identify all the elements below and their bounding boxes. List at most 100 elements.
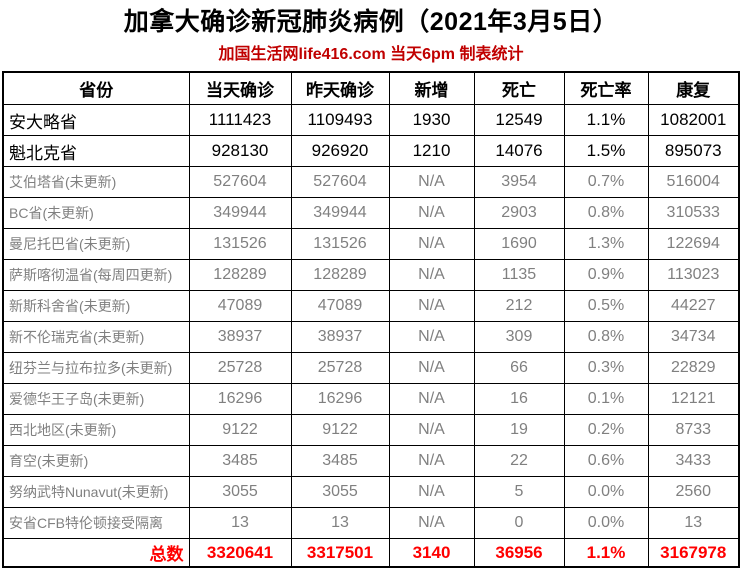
province-cell: 爱德华王子岛(未更新) — [2, 383, 190, 415]
today-cell: 128289 — [188, 259, 292, 291]
table-row: BC省(未更新) 349944 349944 N/A 2903 0.8% 310533 — [2, 197, 740, 229]
yesterday-cell: 131526 — [290, 228, 390, 260]
deaths-cell: 1135 — [473, 259, 565, 291]
province-cell: 育空(未更新) — [2, 445, 190, 477]
death-rate-cell: 0.0% — [563, 507, 649, 539]
total-label: 总数 — [2, 538, 190, 568]
deaths-cell: 309 — [473, 321, 565, 353]
death-rate-cell: 0.2% — [563, 414, 649, 446]
yesterday-cell: 3055 — [290, 476, 390, 508]
death-rate-cell: 1.3% — [563, 228, 649, 260]
column-header: 死亡 — [473, 71, 565, 105]
new-cases-cell: 1930 — [388, 104, 475, 136]
column-header: 死亡率 — [563, 71, 649, 105]
new-cases-cell: 1210 — [388, 135, 475, 167]
header-row: 省份 当天确诊 昨天确诊 新增 死亡 死亡率 康复 — [2, 71, 740, 105]
total-row: 总数 3320641 3317501 3140 36956 1.1% 31679… — [2, 538, 740, 568]
recovered-cell: 13 — [647, 507, 740, 539]
today-cell: 47089 — [188, 290, 292, 322]
province-cell: 安省CFB特伦顿接受隔离 — [2, 507, 190, 539]
total-deaths: 36956 — [473, 538, 565, 568]
total-new-cases: 3140 — [388, 538, 475, 568]
province-cell: 新斯科舍省(未更新) — [2, 290, 190, 322]
table-row: 爱德华王子岛(未更新) 16296 16296 N/A 16 0.1% 12121 — [2, 383, 740, 415]
recovered-cell: 22829 — [647, 352, 740, 384]
table-row: 曼尼托巴省(未更新) 131526 131526 N/A 1690 1.3% 122694 — [2, 228, 740, 260]
table-row: 安大略省 1111423 1109493 1930 12549 1.1% 1082001 — [2, 104, 740, 136]
today-cell: 13 — [188, 507, 292, 539]
deaths-cell: 22 — [473, 445, 565, 477]
today-cell: 3055 — [188, 476, 292, 508]
total-recovered: 3167978 — [647, 538, 740, 568]
column-header: 当天确诊 — [188, 71, 292, 105]
covid-cases-table: 省份 当天确诊 昨天确诊 新增 死亡 死亡率 康复 安大略省 1111423 1109493 19… — [2, 71, 740, 568]
recovered-cell: 2560 — [647, 476, 740, 508]
new-cases-cell: N/A — [388, 197, 475, 229]
yesterday-cell: 3485 — [290, 445, 390, 477]
new-cases-cell: N/A — [388, 166, 475, 198]
table-row: 艾伯塔省(未更新) 527604 527604 N/A 3954 0.7% 516004 — [2, 166, 740, 198]
death-rate-cell: 0.8% — [563, 197, 649, 229]
yesterday-cell: 926920 — [290, 135, 390, 167]
table-row: 魁北克省 928130 926920 1210 14076 1.5% 895073 — [2, 135, 740, 167]
yesterday-cell: 527604 — [290, 166, 390, 198]
death-rate-cell: 0.1% — [563, 383, 649, 415]
table-row: 育空(未更新) 3485 3485 N/A 22 0.6% 3433 — [2, 445, 740, 477]
table-row: 努纳武特Nunavut(未更新) 3055 3055 N/A 5 0.0% 2560 — [2, 476, 740, 508]
deaths-cell: 19 — [473, 414, 565, 446]
deaths-cell: 2903 — [473, 197, 565, 229]
table-row: 纽芬兰与拉布拉多(未更新) 25728 25728 N/A 66 0.3% 22829 — [2, 352, 740, 384]
table-row: 西北地区(未更新) 9122 9122 N/A 19 0.2% 8733 — [2, 414, 740, 446]
recovered-cell: 44227 — [647, 290, 740, 322]
province-cell: 努纳武特Nunavut(未更新) — [2, 476, 190, 508]
yesterday-cell: 16296 — [290, 383, 390, 415]
death-rate-cell: 1.1% — [563, 104, 649, 136]
total-yesterday: 3317501 — [290, 538, 390, 568]
province-cell: 曼尼托巴省(未更新) — [2, 228, 190, 260]
province-cell: 魁北克省 — [2, 135, 190, 167]
province-cell: 西北地区(未更新) — [2, 414, 190, 446]
new-cases-cell: N/A — [388, 290, 475, 322]
yesterday-cell: 128289 — [290, 259, 390, 291]
death-rate-cell: 0.0% — [563, 476, 649, 508]
today-cell: 349944 — [188, 197, 292, 229]
province-cell: BC省(未更新) — [2, 197, 190, 229]
death-rate-cell: 0.6% — [563, 445, 649, 477]
recovered-cell: 122694 — [647, 228, 740, 260]
new-cases-cell: N/A — [388, 507, 475, 539]
total-death-rate: 1.1% — [563, 538, 649, 568]
new-cases-cell: N/A — [388, 352, 475, 384]
deaths-cell: 16 — [473, 383, 565, 415]
today-cell: 9122 — [188, 414, 292, 446]
table-row: 新不伦瑞克省(未更新) 38937 38937 N/A 309 0.8% 34734 — [2, 321, 740, 353]
table-row: 新斯科舍省(未更新) 47089 47089 N/A 212 0.5% 44227 — [2, 290, 740, 322]
new-cases-cell: N/A — [388, 383, 475, 415]
death-rate-cell: 0.8% — [563, 321, 649, 353]
table-row: 萨斯喀彻温省(每周四更新) 128289 128289 N/A 1135 0.9% 1130… — [2, 259, 740, 291]
page-title: 加拿大确诊新冠肺炎病例（2021年3月5日） — [123, 8, 619, 36]
deaths-cell: 12549 — [473, 104, 565, 136]
yesterday-cell: 9122 — [290, 414, 390, 446]
death-rate-cell: 0.3% — [563, 352, 649, 384]
today-cell: 16296 — [188, 383, 292, 415]
deaths-cell: 0 — [473, 507, 565, 539]
yesterday-cell: 47089 — [290, 290, 390, 322]
deaths-cell: 14076 — [473, 135, 565, 167]
today-cell: 3485 — [188, 445, 292, 477]
recovered-cell: 8733 — [647, 414, 740, 446]
death-rate-cell: 0.7% — [563, 166, 649, 198]
province-cell: 新不伦瑞克省(未更新) — [2, 321, 190, 353]
deaths-cell: 212 — [473, 290, 565, 322]
death-rate-cell: 1.5% — [563, 135, 649, 167]
recovered-cell: 34734 — [647, 321, 740, 353]
column-header: 康复 — [647, 71, 740, 105]
province-cell: 艾伯塔省(未更新) — [2, 166, 190, 198]
yesterday-cell: 349944 — [290, 197, 390, 229]
column-header: 省份 — [2, 71, 190, 105]
new-cases-cell: N/A — [388, 321, 475, 353]
recovered-cell: 1082001 — [647, 104, 740, 136]
table-row: 安省CFB特伦顿接受隔离 13 13 N/A 0 0.0% 13 — [2, 507, 740, 539]
today-cell: 527604 — [188, 166, 292, 198]
total-today: 3320641 — [188, 538, 292, 568]
